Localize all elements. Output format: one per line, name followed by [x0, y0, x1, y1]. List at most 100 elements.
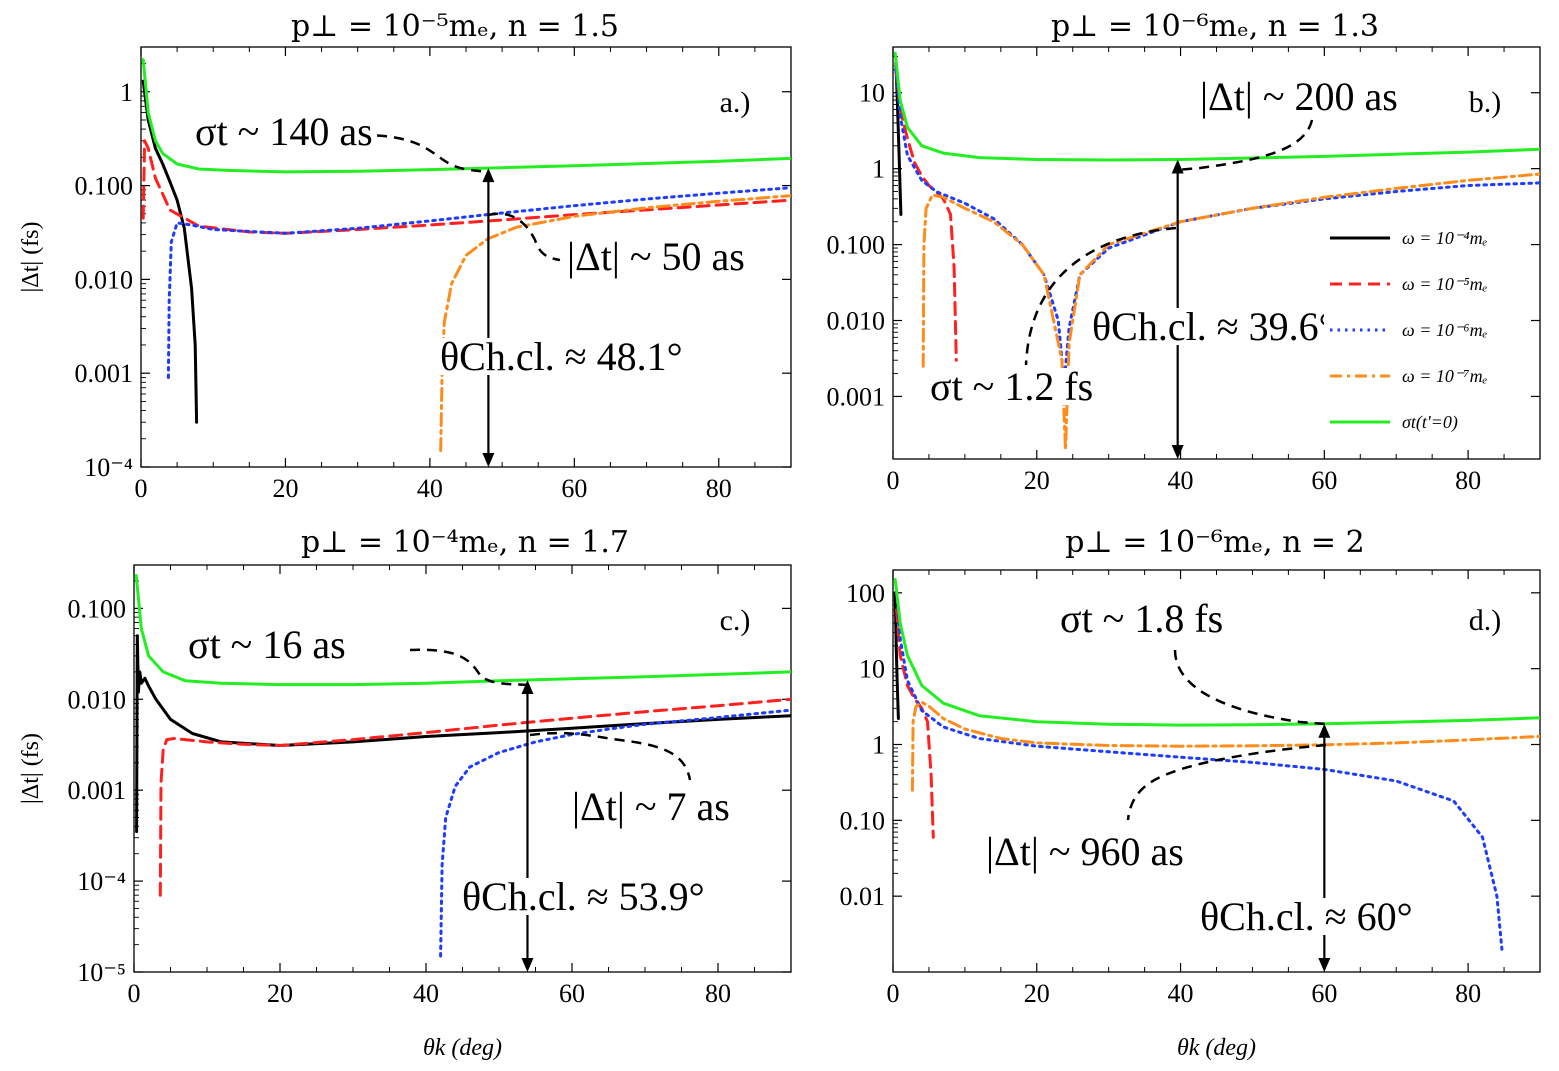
y-tick-label: 10⁻⁵: [77, 958, 126, 987]
callout-line: [529, 731, 692, 781]
x-tick-label: 40: [417, 474, 443, 503]
series-line: [134, 574, 791, 687]
x-tick-label: 80: [706, 474, 732, 503]
y-tick-label: 1: [872, 155, 885, 184]
y-tick-label: 0.01: [840, 882, 886, 911]
series-line: [166, 186, 791, 379]
y-tick-label: 10⁻⁴: [84, 453, 133, 482]
arrow-head-up: [482, 168, 495, 183]
annotation-bg: [1088, 308, 1339, 345]
annotation: |Δt| ~ 7 as: [572, 784, 730, 829]
panel-label: a.): [720, 86, 751, 119]
x-tick-label: 20: [1024, 466, 1050, 495]
x-tick-label: 40: [1168, 466, 1194, 495]
series-line: [895, 591, 1504, 951]
y-tick-label: 0.10: [840, 806, 886, 835]
panel-1: 0 20 40 60 80 10⁻⁴ 0.001 0.010 0.100 1 |Δt| (fs) p⊥…: [18, 9, 792, 503]
annotation-bg: [436, 338, 687, 375]
annotation: θCh.cl. ≈ 53.9°: [462, 874, 705, 919]
series-line: [141, 79, 199, 424]
annotation-bg: [1196, 898, 1417, 935]
annotation-bg: [191, 113, 377, 150]
x-tick-label: 80: [1455, 979, 1481, 1008]
callout-line: [487, 212, 561, 262]
annotation: σt ~ 1.8 fs: [1060, 596, 1223, 641]
x-tick-label: 60: [561, 474, 587, 503]
series-line: [893, 51, 1540, 162]
x-tick-label: 60: [1311, 979, 1337, 1008]
y-tick-label: 10⁻⁴: [77, 867, 126, 896]
x-tick-label: 60: [559, 979, 585, 1008]
series-line: [910, 700, 1540, 792]
annotation: |Δt| ~ 50 as: [567, 234, 745, 279]
arrow-head-down: [1171, 445, 1184, 459]
y-tick-label: 10: [859, 79, 885, 108]
series-group: [893, 578, 1540, 951]
y-tick-label: 10: [859, 655, 885, 684]
callout-line: [1175, 119, 1314, 172]
panel-4: 0 20 40 60 80 0.01 0.10 1 10 100 θk (deg) p⊥ = 10⁻⁶…: [840, 525, 1541, 1061]
arrow-head-up: [1171, 159, 1184, 174]
y-axis-label: |Δt| (fs): [18, 221, 44, 292]
annotation-bg: [1196, 78, 1402, 115]
series-line: [158, 697, 791, 897]
arrow-head-down: [521, 958, 534, 972]
legend-entry: σt(t'=0): [1402, 412, 1458, 433]
y-tick-label: 0.001: [68, 776, 127, 805]
callout-line: [1024, 226, 1177, 366]
panel-label: b.): [1469, 86, 1502, 119]
legend-entry: ω = 10⁻⁵mₑ: [1402, 274, 1488, 294]
panel-3: 0 20 40 60 80 10⁻⁵ 10⁻⁴ 0.001 0.010 0.100 |Δt| (fs…: [18, 525, 792, 1061]
series-line: [135, 634, 791, 834]
series-line: [141, 139, 791, 235]
annotation-bg: [563, 238, 749, 275]
annotation: θCh.cl. ≈ 60°: [1200, 894, 1413, 939]
x-tick-label: 80: [705, 979, 731, 1008]
x-tick-label: 0: [128, 979, 141, 1008]
chart-title: p⊥ = 10⁻⁶mₑ, n = 1.3: [1051, 9, 1379, 44]
x-tick-label: 40: [1168, 979, 1194, 1008]
legend-entry: ω = 10⁻⁴mₑ: [1402, 228, 1488, 248]
callout-line: [1173, 649, 1327, 726]
y-axis-label: |Δt| (fs): [18, 733, 44, 804]
panel-label: c.): [720, 604, 751, 637]
annotation: σt ~ 16 as: [188, 622, 346, 667]
panel-label: d.): [1469, 604, 1502, 637]
chart-title: p⊥ = 10⁻⁴mₑ, n = 1.7: [301, 525, 629, 560]
y-tick-label: 100: [846, 579, 885, 608]
y-tick-label: 1: [120, 78, 133, 107]
callout-line: [1126, 743, 1327, 821]
y-tick-label: 0.100: [75, 172, 134, 201]
chart-title: p⊥ = 10⁻⁶mₑ, n = 2: [1065, 525, 1364, 560]
annotation-bg: [926, 368, 1098, 405]
annotation: θCh.cl. ≈ 39.6°: [1092, 304, 1335, 349]
y-tick-label: 0.001: [75, 359, 134, 388]
annotation: σt ~ 1.2 fs: [930, 364, 1093, 409]
annotation-bg: [982, 833, 1188, 870]
annotation-bg: [568, 788, 734, 825]
series-line: [141, 58, 791, 174]
arrow-head-up: [1318, 723, 1331, 738]
chart-title: p⊥ = 10⁻⁵mₑ, n = 1.5: [291, 9, 619, 44]
annotation: θCh.cl. ≈ 48.1°: [440, 334, 683, 379]
x-axis-label: θk (deg): [423, 1035, 502, 1061]
x-tick-label: 0: [135, 474, 148, 503]
x-tick-label: 60: [1311, 466, 1337, 495]
x-tick-label: 20: [267, 979, 293, 1008]
annotation-bg: [1056, 600, 1228, 637]
legend-bg: [1324, 312, 1529, 346]
y-tick-label: 0.001: [827, 382, 886, 411]
y-tick-label: 0.010: [68, 685, 127, 714]
annotation: σt ~ 140 as: [195, 109, 373, 154]
legend: ω = 10⁻⁴mₑ ω = 10⁻⁵mₑ ω = 10⁻⁶mₑ ω = 10⁻⁷mₑ…: [1324, 220, 1529, 438]
panel-2: 0 20 40 60 80 0.001 0.010 0.100 1 10 p⊥ = 10⁻⁶mₑ, …: [827, 9, 1541, 495]
x-tick-label: 20: [1024, 979, 1050, 1008]
legend-entry: ω = 10⁻⁷mₑ: [1402, 366, 1488, 386]
x-tick-label: 80: [1455, 466, 1481, 495]
x-tick-label: 20: [272, 474, 298, 503]
series-line: [439, 708, 791, 958]
y-tick-label: 0.010: [827, 307, 886, 336]
x-tick-label: 40: [413, 979, 439, 1008]
callout-line: [359, 133, 489, 174]
